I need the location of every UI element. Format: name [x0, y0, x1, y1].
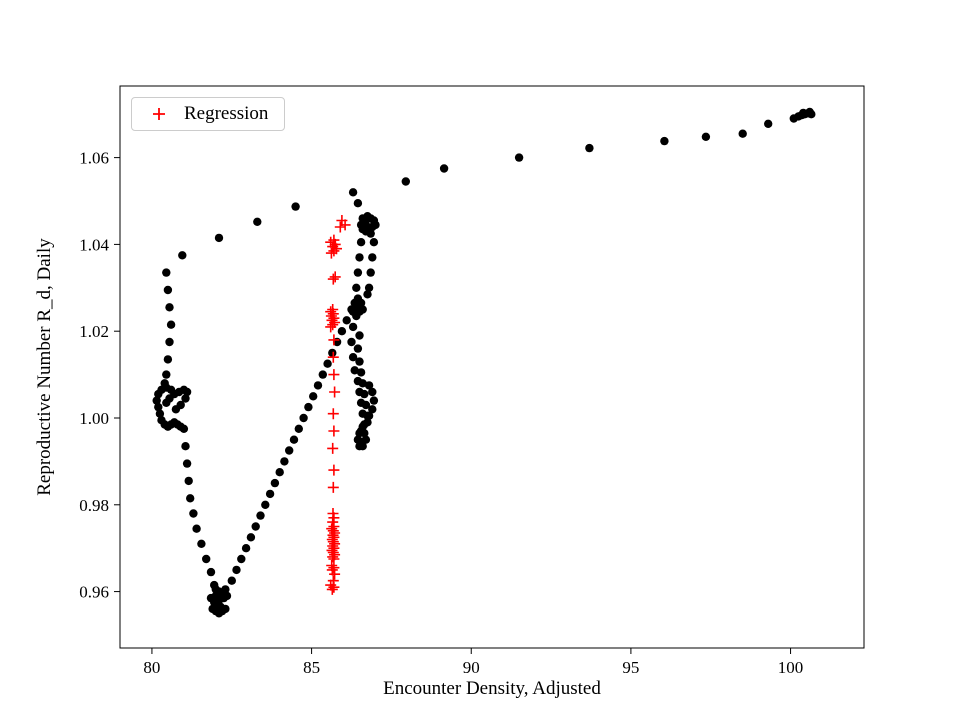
trajectory-series	[152, 107, 816, 618]
x-tick-label: 85	[303, 658, 320, 677]
regression-series	[325, 215, 351, 595]
x-axis-label: Encounter Density, Adjusted	[383, 678, 601, 699]
y-tick-label: 1.06	[79, 149, 109, 168]
legend: Regression	[131, 97, 286, 131]
legend-label: Regression	[184, 103, 269, 124]
x-tick-label: 80	[143, 658, 160, 677]
y-tick-label: 0.96	[79, 583, 109, 602]
y-tick-label: 1.00	[79, 409, 109, 428]
x-axis-ticks: 80 85 90 95 100	[143, 648, 803, 677]
y-axis-ticks: 0.96 0.98 1.00 1.02 1.04 1.06	[79, 149, 120, 602]
regression-plus-icon	[153, 108, 165, 120]
y-tick-label: 0.98	[79, 496, 109, 515]
x-tick-label: 90	[463, 658, 480, 677]
axes	[119, 85, 865, 649]
y-axis-label: Reproductive Number R_d, Daily	[34, 238, 55, 496]
y-tick-label: 1.04	[79, 235, 109, 254]
x-tick-label: 95	[622, 658, 639, 677]
y-tick-label: 1.02	[79, 322, 109, 341]
x-tick-label: 100	[778, 658, 804, 677]
